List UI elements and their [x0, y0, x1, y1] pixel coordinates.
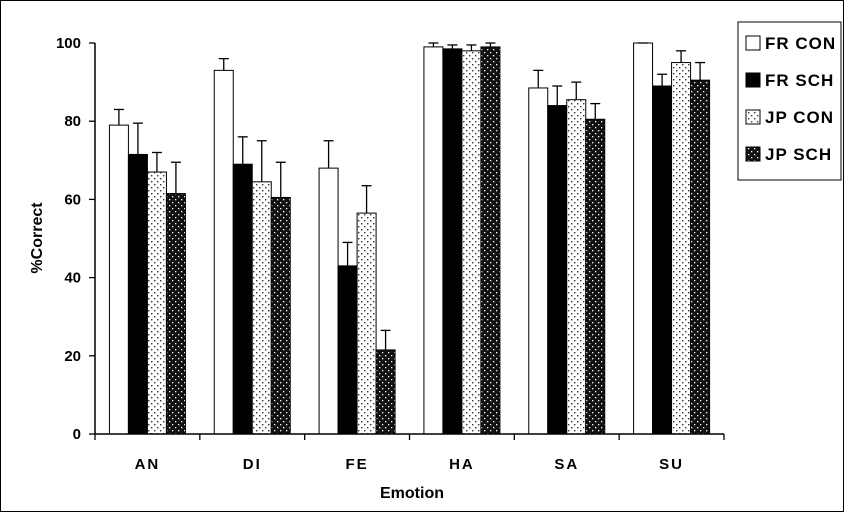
bar-di-fr-con: [213, 69, 234, 435]
bar-su-fr-con: [633, 42, 654, 435]
legend-swatch: [745, 35, 761, 51]
bar-ha-jp-con: [461, 50, 482, 435]
bar-ha-fr-con: [423, 46, 444, 435]
bar-an-jp-con: [146, 171, 167, 435]
y-tick-label: 20: [64, 348, 81, 365]
bar-su-jp-con: [671, 62, 692, 435]
bar-ha-fr-sch: [442, 48, 463, 435]
bar-di-fr-sch: [232, 163, 253, 435]
x-tick-label: AN: [135, 456, 161, 473]
x-tick-label: DI: [243, 456, 262, 473]
legend-swatch: [745, 72, 761, 88]
y-axis-title: %Correct: [29, 202, 46, 274]
plot-area: [108, 42, 711, 435]
bar-an-fr-sch: [127, 153, 148, 435]
legend-label: JP CON: [765, 108, 834, 127]
bar-fe-jp-sch: [375, 349, 396, 435]
y-tick-label: 0: [73, 426, 81, 443]
legend-swatch: [745, 109, 761, 125]
bar-fe-fr-con: [318, 167, 339, 435]
y-tick-label: 100: [56, 35, 81, 52]
y-tick-label: 60: [64, 191, 81, 208]
bar-sa-jp-con: [566, 99, 587, 435]
x-tick-label: HA: [449, 456, 475, 473]
y-tick-label: 40: [64, 270, 81, 287]
bar-su-fr-sch: [652, 85, 673, 435]
y-tick-label: 80: [64, 113, 81, 130]
bar-sa-jp-sch: [585, 118, 606, 435]
x-tick-label: SU: [659, 456, 684, 473]
x-tick-label: FE: [345, 456, 368, 473]
bar-an-fr-con: [108, 124, 129, 435]
bar-sa-fr-sch: [547, 105, 568, 435]
bar-su-jp-sch: [690, 79, 711, 435]
axes: AN DI FE HA SA SU 0 20 40 60 80 100: [56, 35, 725, 473]
legend-swatch: [745, 146, 761, 162]
bar-ha-jp-sch: [480, 46, 501, 435]
bar-sa-fr-con: [528, 87, 549, 435]
legend-label: FR SCH: [765, 71, 834, 90]
bar-fe-jp-con: [356, 212, 377, 435]
legend-label: FR CON: [765, 34, 836, 53]
bar-di-jp-con: [251, 181, 272, 435]
bar-fe-fr-sch: [337, 265, 358, 435]
x-axis-title: Emotion: [380, 485, 444, 502]
x-tick-label: SA: [554, 456, 579, 473]
bar-di-jp-sch: [270, 196, 291, 435]
legend: FR CON FR SCH JP CON JP SCH: [737, 21, 842, 181]
bar-an-jp-sch: [165, 193, 186, 435]
legend-label: JP SCH: [765, 145, 832, 164]
